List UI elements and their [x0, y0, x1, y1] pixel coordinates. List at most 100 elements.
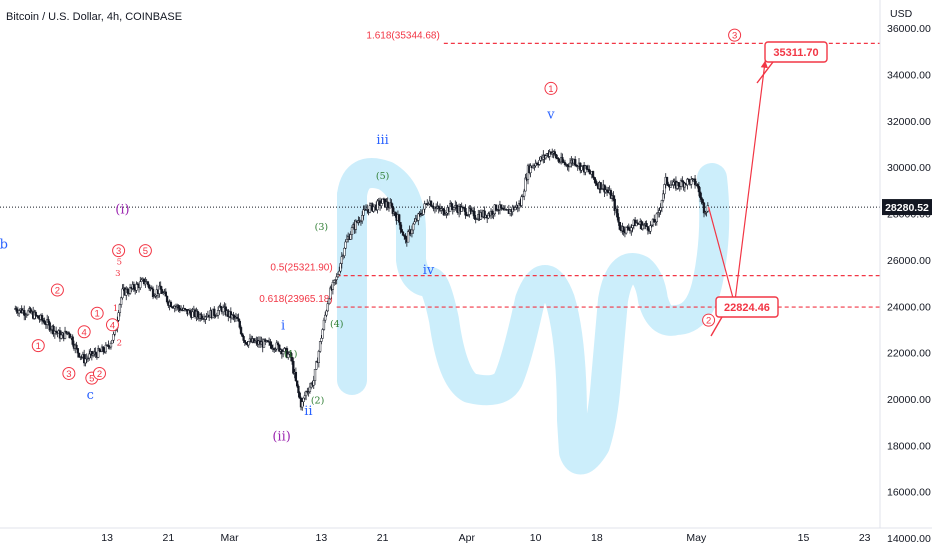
wave-label: 5 — [89, 374, 94, 385]
candle-body — [88, 353, 91, 359]
wave-label: 1 — [113, 304, 118, 314]
target-pointer — [756, 61, 774, 84]
wave-label-circle — [92, 366, 106, 380]
candle-body — [287, 353, 290, 358]
candle-body — [529, 165, 532, 174]
candle-body — [276, 342, 280, 346]
candle-body — [696, 184, 699, 187]
candle-body — [238, 320, 241, 328]
fib-level-label: 0.5(25321.90) — [270, 263, 332, 274]
candle-body — [317, 351, 320, 363]
candle-body — [40, 315, 44, 321]
candle-body — [177, 305, 180, 309]
wave-label: 1 — [95, 309, 100, 320]
candle-body — [339, 263, 342, 272]
price-tick-label: 22000.00 — [887, 348, 931, 360]
wave-label: 1 — [548, 84, 553, 95]
time-tick-label: 23 — [859, 532, 871, 544]
wave-label: (1) — [284, 349, 297, 360]
price-tick-label: 18000.00 — [887, 440, 931, 452]
candle-body — [37, 315, 40, 319]
wave-label-circle — [90, 306, 104, 320]
wave-label-circle — [544, 81, 558, 95]
target-boxes: 35311.70 22824.46 — [710, 41, 828, 337]
candle-body — [318, 341, 322, 352]
candle-body — [338, 270, 341, 275]
wave-label: 5 — [117, 258, 122, 268]
candle-body — [331, 282, 335, 290]
candle-body — [390, 202, 393, 207]
candle-body — [321, 329, 324, 339]
wave-label: (i) — [115, 203, 129, 218]
candle-body — [455, 205, 458, 209]
candle-body — [191, 311, 194, 318]
candle-body — [700, 197, 703, 200]
candle-body — [76, 348, 79, 354]
price-tick-label: 30000.00 — [887, 162, 931, 174]
candle-body — [23, 310, 26, 316]
candle-body — [165, 295, 169, 303]
candle-body — [399, 222, 402, 230]
candle-body — [118, 304, 122, 313]
target-box — [715, 296, 779, 318]
candle-body — [183, 308, 187, 310]
fib-level-label: 1.618(35344.68) — [366, 30, 439, 41]
candle-body — [48, 322, 51, 331]
wave-label: (4) — [330, 319, 343, 330]
candle-body — [26, 310, 30, 316]
candle-body — [164, 291, 167, 297]
price-tick-label: 20000.00 — [887, 394, 931, 406]
wave-label: 1 — [36, 341, 41, 352]
time-axis[interactable]: 13 21 Mar 13 21 Apr 10 18 May 15 23 — [0, 527, 932, 544]
candle-body — [47, 319, 50, 323]
time-tick-label: 18 — [591, 532, 603, 544]
candle-body — [327, 298, 331, 305]
candle-body — [380, 203, 383, 206]
watermark-logo — [337, 158, 730, 475]
candle-body — [406, 231, 410, 243]
time-tick-label: 15 — [798, 532, 810, 544]
fib-levels: 1.618(35344.68) 0.5(25321.90) 0.618(23965.… — [0, 30, 880, 308]
candle-body — [216, 310, 220, 316]
candle-body — [398, 214, 401, 223]
candle-body — [464, 208, 467, 216]
candle-body — [613, 198, 616, 211]
candle-body — [222, 307, 225, 313]
candle-body — [524, 177, 527, 192]
candle-body — [270, 344, 273, 349]
candle-body — [523, 190, 526, 197]
time-tick-label: Apr — [459, 532, 476, 544]
wave-label-circle — [728, 28, 742, 42]
candle-body — [386, 201, 389, 207]
candle-body — [77, 352, 81, 358]
price-tick-label: 34000.00 — [887, 70, 931, 82]
candle-body — [169, 301, 173, 308]
candle-body — [442, 208, 445, 216]
candle-body — [140, 279, 143, 282]
candle-body — [473, 211, 476, 219]
candle-body — [68, 333, 72, 339]
candle-body — [627, 227, 630, 230]
candle-body — [104, 344, 108, 353]
candle-body — [292, 360, 295, 374]
price-axis[interactable]: 14000.00 16000.00 18000.00 20000.00 22000.00… — [879, 0, 932, 545]
candle-body — [544, 155, 548, 159]
candle-body — [247, 341, 250, 346]
candle-body — [135, 283, 138, 291]
candle-body — [574, 159, 577, 166]
candle-body — [329, 287, 332, 300]
candle-body — [159, 285, 162, 290]
price-tick-label: 24000.00 — [887, 301, 931, 313]
wave-label: i — [281, 318, 285, 333]
candle-body — [669, 184, 672, 188]
candle-body — [324, 314, 327, 321]
candle-body — [491, 210, 494, 215]
candle-body — [423, 203, 426, 210]
wave-label-circle — [105, 318, 119, 332]
candle-body — [60, 334, 63, 339]
candle-body — [112, 334, 115, 341]
candle-body — [372, 206, 375, 212]
candle-body — [322, 319, 326, 330]
candle-body — [349, 234, 352, 240]
